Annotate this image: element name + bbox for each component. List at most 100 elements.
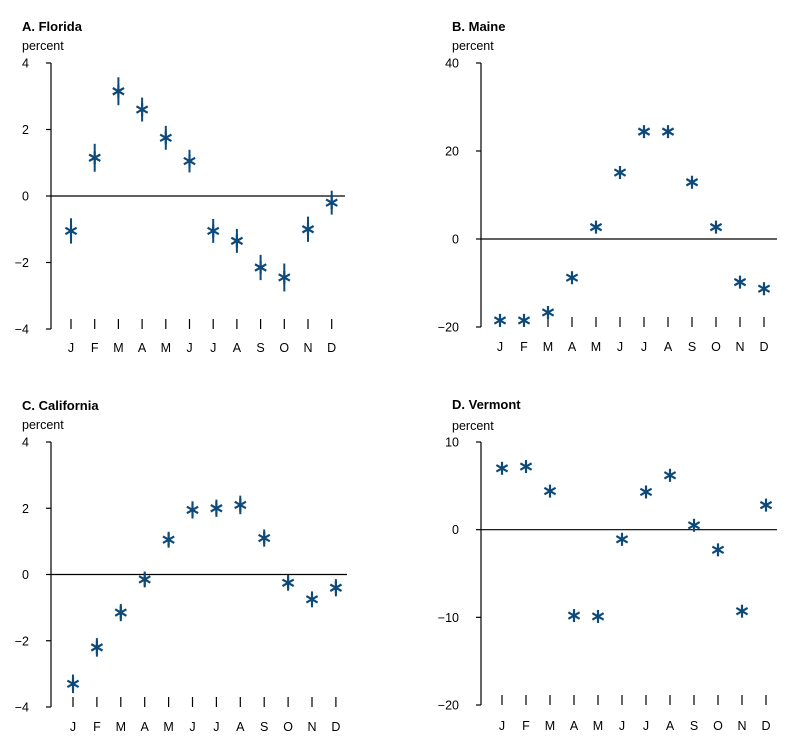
data-point (543, 484, 557, 498)
marker-stroke (519, 462, 533, 471)
marker-stroke (301, 225, 315, 234)
data-point (541, 305, 555, 319)
x-tick-label: O (713, 719, 723, 733)
x-tick-label: O (711, 340, 721, 354)
x-tick-label: F (91, 341, 99, 355)
marker-stroke (159, 133, 172, 143)
y-tick-label: −4 (15, 701, 29, 715)
marker-stroke (325, 198, 338, 207)
data-point (495, 461, 509, 475)
y-tick-label: 2 (22, 502, 29, 516)
data-point (230, 234, 244, 248)
y-tick-label: 0 (22, 190, 29, 204)
x-tick-label: M (116, 720, 126, 734)
x-tick-label: N (307, 720, 316, 734)
x-tick-label: J (70, 720, 76, 734)
data-point (613, 166, 627, 180)
data-point (493, 313, 507, 327)
marker-stroke (258, 533, 271, 543)
marker-stroke (254, 263, 267, 272)
data-point (567, 609, 581, 623)
marker-stroke (90, 643, 104, 652)
data-point (88, 151, 101, 165)
x-tick-label: J (499, 719, 505, 733)
x-tick-label: S (260, 720, 268, 734)
y-tick-label: 2 (22, 123, 29, 137)
x-tick-label: M (591, 340, 601, 354)
marker-stroke (615, 535, 629, 544)
data-point (565, 271, 579, 285)
data-point (207, 224, 220, 238)
data-point (301, 222, 315, 236)
y-tick-label: 4 (22, 57, 29, 71)
y-tick-label: −20 (438, 699, 459, 713)
x-tick-label: A (666, 719, 675, 733)
x-tick-label: J (617, 340, 623, 354)
marker-stroke (305, 595, 319, 604)
x-tick-label: O (283, 720, 293, 734)
marker-stroke (278, 273, 291, 282)
data-point (305, 592, 319, 606)
marker-stroke (230, 236, 244, 246)
data-point (278, 270, 291, 284)
x-tick-label: M (113, 341, 123, 355)
marker-stroke (517, 316, 531, 325)
data-point (138, 572, 151, 586)
x-tick-label: D (331, 720, 340, 734)
data-point (735, 604, 749, 618)
marker-stroke (64, 226, 78, 236)
chart-title: D. Vermont (452, 397, 521, 412)
x-tick-label: A (570, 719, 579, 733)
data-point (66, 677, 80, 691)
marker-stroke (661, 127, 675, 136)
x-tick-label: O (279, 341, 289, 355)
data-point (183, 154, 196, 168)
marker-stroke (639, 487, 653, 497)
marker-stroke (329, 583, 343, 592)
data-point (661, 125, 675, 139)
x-tick-label: J (641, 340, 647, 354)
data-point (135, 103, 149, 117)
data-point (162, 533, 175, 547)
x-tick-label: A (664, 340, 673, 354)
data-point (90, 640, 104, 654)
y-axis-unit: percent (452, 39, 494, 53)
marker-stroke (88, 153, 101, 162)
data-point (517, 313, 531, 327)
x-tick-label: N (735, 340, 744, 354)
marker-stroke (709, 222, 723, 232)
x-tick-label: S (256, 341, 264, 355)
x-tick-label: M (163, 720, 173, 734)
x-tick-label: M (593, 719, 603, 733)
data-point (759, 498, 773, 512)
y-tick-label: −2 (15, 256, 29, 270)
y-tick-label: −20 (438, 321, 459, 335)
data-point (663, 468, 677, 482)
x-tick-label: A (141, 720, 150, 734)
data-point (329, 581, 343, 595)
data-point (281, 576, 295, 590)
x-tick-label: J (68, 341, 74, 355)
marker-stroke (234, 500, 247, 510)
x-tick-label: J (497, 340, 503, 354)
marker-stroke (135, 105, 149, 114)
marker-stroke (114, 608, 127, 617)
x-tick-label: J (619, 719, 625, 733)
chart-title: B. Maine (452, 19, 505, 34)
marker-stroke (567, 611, 581, 620)
marker-stroke (210, 504, 223, 513)
marker-stroke (495, 464, 509, 473)
x-tick-label: J (213, 720, 219, 734)
x-tick-label: D (327, 341, 336, 355)
x-tick-label: N (737, 719, 746, 733)
marker-stroke (543, 486, 557, 496)
chart-title: C. California (22, 398, 99, 413)
x-tick-label: J (189, 720, 195, 734)
data-point (733, 275, 747, 289)
x-tick-label: D (759, 340, 768, 354)
